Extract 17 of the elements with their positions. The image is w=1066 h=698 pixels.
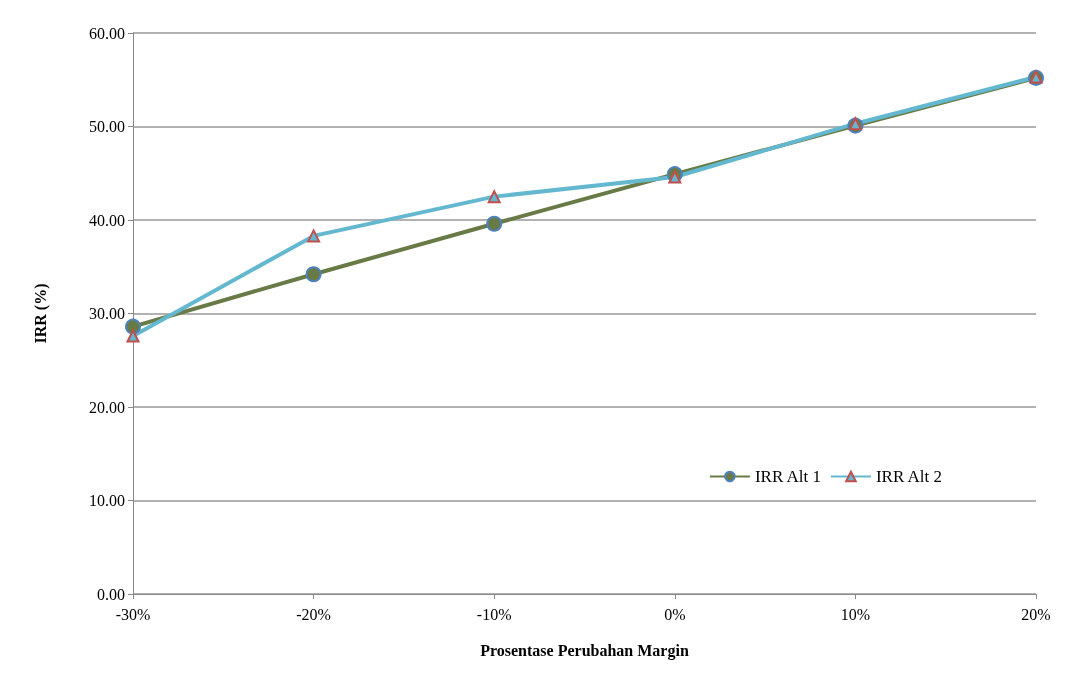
y-axis-title: IRR (%): [31, 283, 50, 344]
x-axis-title: Prosentase Perubahan Margin: [480, 641, 689, 660]
y-tick-label: 0.00: [97, 585, 125, 603]
x-tick-label: 0%: [664, 605, 686, 623]
y-tick-label: 10.00: [89, 492, 125, 509]
x-tick-label: 20%: [1021, 605, 1051, 623]
y-tick-label: 50.00: [89, 118, 125, 135]
x-tick-label: -20%: [296, 605, 331, 623]
x-tick-label: 10%: [840, 605, 871, 623]
legend-label: IRR Alt 2: [875, 467, 943, 486]
y-tick-label: 60.00: [89, 24, 125, 42]
y-tick-label: 20.00: [89, 398, 125, 416]
legend-label: IRR Alt 1: [754, 467, 821, 486]
x-tick-label: -10%: [476, 605, 512, 623]
y-tick-label: 40.00: [89, 211, 125, 229]
x-tick-label: -30%: [115, 605, 151, 623]
y-tick-label: 30.00: [89, 305, 125, 322]
